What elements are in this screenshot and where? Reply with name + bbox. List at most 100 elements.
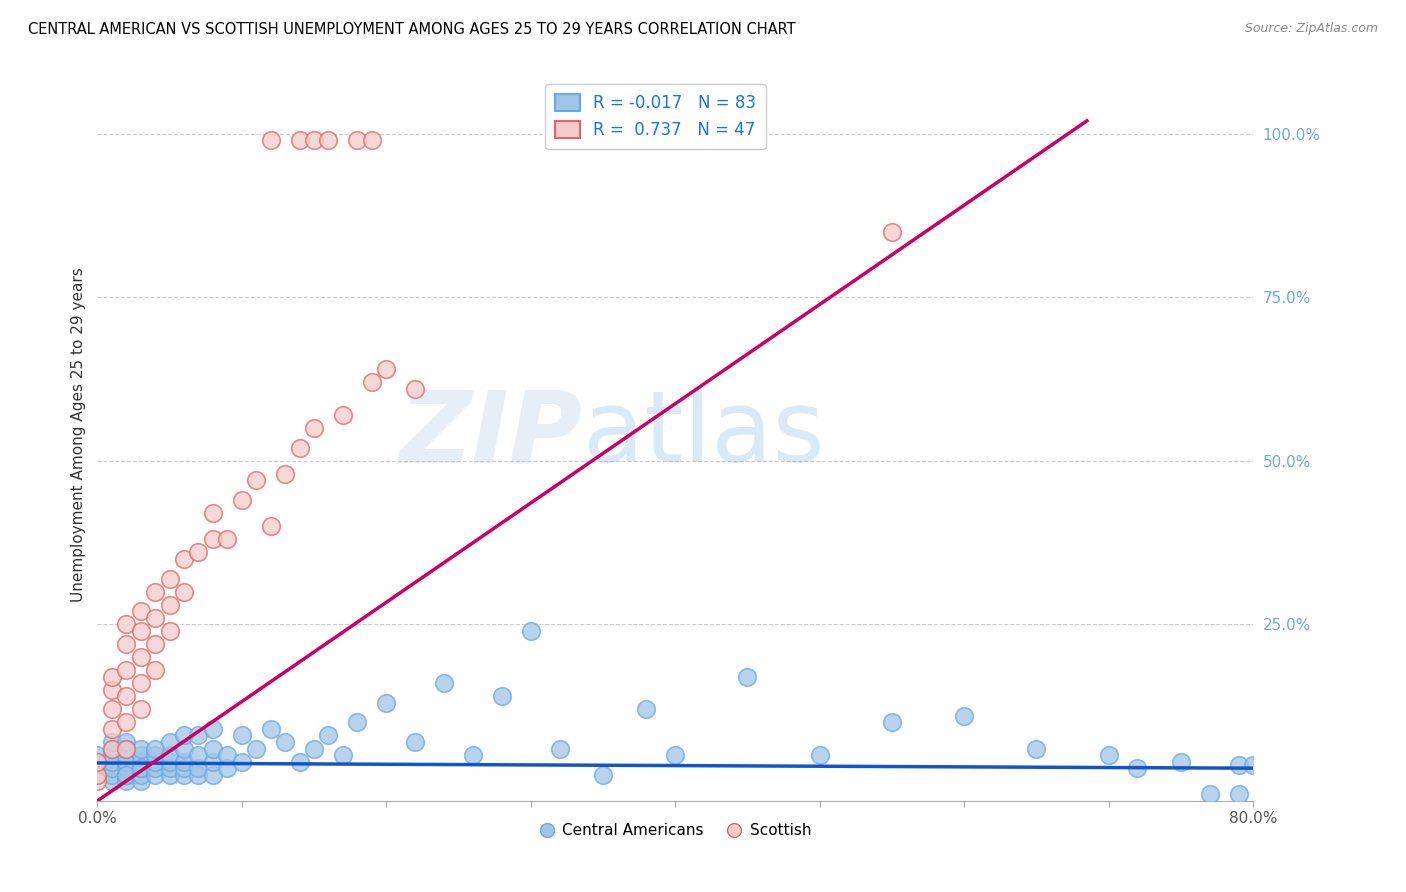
Point	[101, 774, 124, 789]
Point	[115, 617, 138, 632]
Point	[115, 735, 138, 749]
Point	[129, 755, 152, 769]
Point	[260, 133, 283, 147]
Legend: Central Americans, Scottish: Central Americans, Scottish	[533, 817, 817, 845]
Point	[115, 755, 138, 769]
Point	[461, 748, 484, 763]
Point	[86, 768, 108, 782]
Point	[86, 755, 108, 769]
Point	[159, 755, 181, 769]
Point	[375, 362, 398, 376]
Point	[519, 624, 541, 638]
Point	[274, 735, 297, 749]
Point	[101, 768, 124, 782]
Point	[346, 715, 368, 730]
Point	[288, 133, 311, 147]
Point	[143, 741, 166, 756]
Point	[1170, 755, 1192, 769]
Point	[548, 741, 571, 756]
Point	[173, 729, 195, 743]
Point	[1227, 788, 1250, 802]
Point	[86, 758, 108, 772]
Point	[129, 702, 152, 716]
Point	[173, 755, 195, 769]
Point	[101, 682, 124, 697]
Point	[260, 519, 283, 533]
Text: CENTRAL AMERICAN VS SCOTTISH UNEMPLOYMENT AMONG AGES 25 TO 29 YEARS CORRELATION : CENTRAL AMERICAN VS SCOTTISH UNEMPLOYMEN…	[28, 22, 796, 37]
Point	[129, 761, 152, 775]
Point	[101, 735, 124, 749]
Point	[159, 748, 181, 763]
Point	[173, 741, 195, 756]
Point	[115, 748, 138, 763]
Point	[143, 761, 166, 775]
Point	[159, 572, 181, 586]
Point	[360, 133, 382, 147]
Point	[143, 637, 166, 651]
Point	[159, 624, 181, 638]
Point	[115, 761, 138, 775]
Point	[101, 761, 124, 775]
Point	[173, 584, 195, 599]
Point	[129, 650, 152, 665]
Point	[217, 748, 239, 763]
Point	[86, 768, 108, 782]
Point	[404, 735, 426, 749]
Point	[302, 133, 325, 147]
Point	[375, 696, 398, 710]
Point	[274, 467, 297, 481]
Point	[217, 533, 239, 547]
Point	[115, 768, 138, 782]
Point	[101, 722, 124, 736]
Point	[360, 376, 382, 390]
Point	[173, 552, 195, 566]
Point	[173, 761, 195, 775]
Point	[129, 624, 152, 638]
Point	[115, 663, 138, 677]
Point	[288, 441, 311, 455]
Y-axis label: Unemployment Among Ages 25 to 29 years: Unemployment Among Ages 25 to 29 years	[72, 268, 86, 602]
Point	[231, 729, 253, 743]
Point	[404, 382, 426, 396]
Point	[245, 474, 267, 488]
Point	[1025, 741, 1047, 756]
Point	[115, 715, 138, 730]
Point	[129, 774, 152, 789]
Point	[217, 761, 239, 775]
Point	[115, 774, 138, 789]
Point	[953, 709, 976, 723]
Point	[201, 768, 224, 782]
Point	[245, 741, 267, 756]
Point	[664, 748, 686, 763]
Point	[187, 545, 209, 559]
Point	[101, 702, 124, 716]
Point	[201, 755, 224, 769]
Point	[880, 715, 903, 730]
Point	[129, 604, 152, 618]
Point	[129, 741, 152, 756]
Point	[143, 584, 166, 599]
Point	[129, 676, 152, 690]
Point	[101, 748, 124, 763]
Point	[1198, 788, 1220, 802]
Point	[143, 663, 166, 677]
Point	[201, 506, 224, 520]
Point	[101, 741, 124, 756]
Point	[187, 768, 209, 782]
Point	[201, 533, 224, 547]
Point	[115, 741, 138, 756]
Point	[115, 690, 138, 704]
Point	[491, 690, 513, 704]
Point	[302, 741, 325, 756]
Text: atlas: atlas	[582, 386, 824, 483]
Point	[231, 493, 253, 508]
Point	[129, 748, 152, 763]
Point	[1097, 748, 1119, 763]
Point	[592, 768, 614, 782]
Point	[187, 748, 209, 763]
Point	[332, 748, 354, 763]
Point	[332, 408, 354, 422]
Point	[101, 755, 124, 769]
Point	[260, 722, 283, 736]
Point	[143, 748, 166, 763]
